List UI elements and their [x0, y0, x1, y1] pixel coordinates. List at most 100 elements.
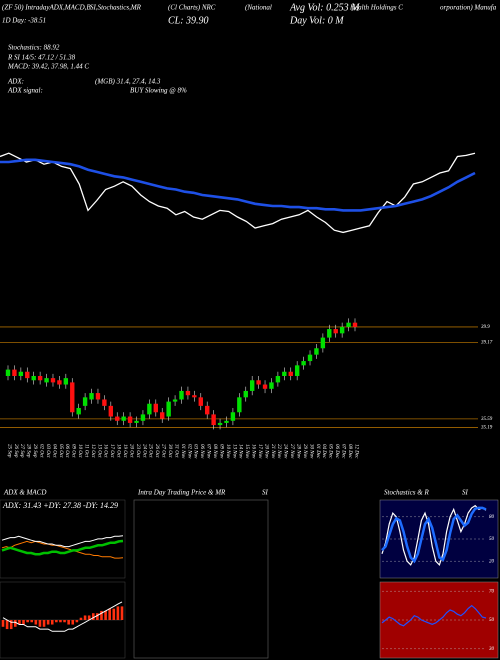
series-line — [1, 540, 124, 559]
series-line — [381, 604, 487, 627]
x-tick-label: 02 Nov — [186, 444, 191, 459]
x-tick-label: 10 Oct — [77, 444, 82, 458]
candle-body — [37, 376, 43, 381]
macd-bar — [42, 620, 46, 627]
x-tick-label: 15 Nov — [244, 444, 249, 459]
x-tick-label: 27 Oct — [161, 444, 166, 458]
x-tick-label: 17 Nov — [257, 444, 262, 459]
y-tick-label: 39.9 — [481, 325, 490, 330]
candle-body — [63, 378, 69, 385]
y-tick-label: 39.17 — [481, 341, 493, 346]
candle-body — [18, 371, 24, 376]
macd-bar — [83, 615, 87, 620]
candle-body — [217, 422, 223, 426]
x-tick-label: 14 Nov — [238, 444, 243, 459]
candle-body — [269, 382, 274, 389]
candle-body — [5, 369, 11, 376]
candle-body — [301, 361, 306, 366]
x-tick-label: 01 Nov — [180, 444, 185, 459]
stoch-title-2: SI — [462, 489, 469, 497]
x-tick-label: 26 Sep — [13, 444, 18, 458]
candle-body — [307, 354, 313, 362]
candle-body — [44, 378, 49, 383]
candle-body — [198, 397, 203, 406]
info-text: R SI 14/5: 47.12 / 51.38 — [7, 54, 76, 62]
x-tick-label: 26 Oct — [154, 444, 159, 458]
candle-body — [102, 399, 107, 406]
header-text: Health Holdings C — [349, 4, 403, 12]
macd-bar — [96, 613, 99, 620]
macd-bar — [71, 620, 75, 625]
series-line — [381, 506, 487, 564]
x-tick-label: 07 Nov — [206, 444, 211, 459]
x-tick-label: 10 Nov — [225, 444, 230, 459]
x-tick-label: 21 Nov — [270, 444, 275, 459]
header-text: Avg Vol: 0.253 M — [289, 2, 360, 13]
candle-body — [230, 412, 236, 421]
header-text: (ZF 50) IntradayADX,MACD,B — [2, 4, 91, 12]
header-text: (Cl Charts) NRC — [168, 4, 216, 12]
x-tick-label: 23 Oct — [135, 444, 140, 458]
info-text: (MGB) 31.4, 27.4, 14.3 — [95, 78, 161, 86]
x-tick-label: 04 Oct — [51, 444, 56, 458]
x-tick-label: 25 Oct — [148, 444, 153, 458]
candle-body — [256, 380, 261, 385]
candle-body — [320, 337, 326, 349]
macd-bar — [75, 620, 79, 623]
x-tick-label: 16 Nov — [251, 444, 256, 459]
candle-body — [352, 322, 358, 327]
candle-body — [25, 371, 30, 379]
x-tick-label: 16 Oct — [103, 444, 108, 458]
x-tick-label: 20 Oct — [128, 444, 133, 458]
macd-bar — [22, 620, 25, 625]
info-text: BUY Slowing @ 8% — [130, 87, 187, 95]
intraday-title: Intra Day Trading Price & MR — [137, 489, 226, 497]
candle-body — [185, 390, 191, 396]
x-tick-label: 08 Dec — [347, 444, 352, 459]
candle-body — [333, 329, 338, 334]
header-text: Day Vol: 0 M — [289, 15, 344, 26]
candle-body — [262, 384, 268, 389]
x-tick-label: 27 Sep — [19, 444, 24, 458]
macd-bar — [120, 606, 124, 620]
x-tick-label: 05 Oct — [58, 444, 63, 458]
candle-body — [339, 326, 345, 334]
macd-bar — [87, 615, 91, 620]
candle-body — [166, 401, 171, 417]
info-text: ADX signal: — [7, 87, 43, 95]
candle-body — [82, 397, 88, 406]
header-text: (National — [245, 4, 272, 12]
candle-body — [57, 380, 62, 385]
macd-bar — [38, 620, 42, 627]
x-tick-label: 02 Oct — [38, 444, 43, 458]
x-tick-label: 06 Dec — [334, 444, 339, 459]
candle-body — [224, 420, 229, 423]
x-tick-label: 19 Oct — [122, 444, 127, 458]
y-tick-label: 50 — [489, 618, 495, 623]
x-tick-label: 03 Oct — [45, 444, 50, 458]
x-tick-label: 04 Dec — [321, 444, 326, 459]
y-tick-label: 80 — [489, 515, 495, 520]
series-line — [1, 539, 124, 556]
candle-body — [237, 397, 242, 413]
candle-body — [288, 371, 293, 376]
y-tick-label: 70 — [489, 589, 495, 594]
series-line — [0, 158, 476, 212]
x-tick-label: 11 Oct — [83, 444, 88, 458]
candle-body — [327, 329, 332, 338]
macd-line — [2, 601, 123, 632]
candle-body — [205, 405, 210, 415]
x-tick-label: 07 Dec — [341, 444, 346, 459]
candle-body — [172, 399, 178, 402]
candle-body — [115, 416, 120, 421]
x-tick-label: 03 Nov — [193, 444, 198, 459]
macd-bar — [46, 620, 50, 625]
candle-body — [282, 371, 287, 376]
header-text: SI,Stochastics,MR — [90, 4, 142, 12]
x-tick-label: 29 Nov — [302, 444, 307, 459]
x-tick-label: 27 Nov — [289, 444, 294, 459]
x-tick-label: 30 Nov — [308, 444, 313, 459]
x-tick-label: 12 Dec — [353, 444, 358, 459]
y-tick-label: 35.59 — [481, 417, 493, 422]
